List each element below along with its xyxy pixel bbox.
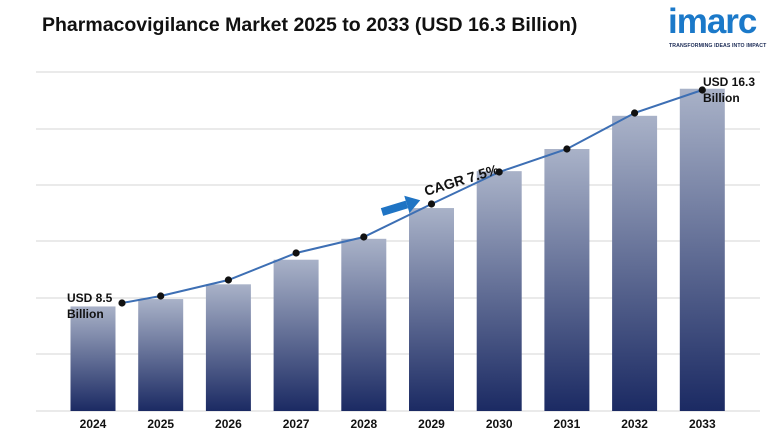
start-value-line1: USD 8.5 [67, 291, 113, 305]
trend-marker-2032 [631, 109, 639, 117]
cagr-arrow [380, 195, 421, 216]
bar-2030 [476, 171, 522, 411]
bar-2028 [341, 238, 387, 411]
x-tick-2029: 2029 [418, 417, 445, 431]
bar-2029 [409, 208, 454, 411]
logo-tagline: TRANSFORMING IDEAS INTO IMPACT [669, 43, 767, 49]
x-tick-2026: 2026 [215, 417, 242, 431]
start-value-annotation: USD 8.5 Billion [67, 290, 112, 322]
bar-2026 [205, 284, 251, 411]
end-value-annotation: USD 16.3 Billion [703, 74, 755, 106]
imarc-logo: imarc TRANSFORMING IDEAS INTO IMPACT [668, 2, 772, 52]
trend-marker-2026 [224, 276, 232, 284]
x-tick-2031: 2031 [554, 417, 581, 431]
bar-2033 [679, 88, 725, 412]
bar-2024 [70, 306, 116, 411]
cagr-arrow-head [404, 195, 421, 214]
x-tick-2032: 2032 [621, 417, 648, 431]
trend-marker-2027 [292, 249, 300, 257]
cagr-arrow-shaft [380, 200, 409, 216]
bar-2032 [612, 115, 658, 412]
trend-marker-2030 [495, 168, 503, 176]
trend-marker-2029 [427, 200, 436, 208]
x-tick-2027: 2027 [283, 417, 310, 431]
trend-line-path [121, 89, 703, 304]
bars [70, 88, 725, 412]
trend-marker-2031 [563, 145, 571, 153]
bar-2027 [273, 259, 319, 411]
end-value-line2: Billion [703, 91, 740, 105]
trend-line [118, 86, 706, 307]
end-value-line1: USD 16.3 [703, 75, 756, 89]
x-tick-2024: 2024 [80, 417, 107, 431]
trend-marker-2033 [698, 86, 706, 94]
trend-marker-2028 [360, 233, 368, 241]
bar-2031 [544, 149, 590, 411]
chart-title: Pharmacovigilance Market 2025 to 2033 (U… [42, 14, 578, 36]
logo-wordmark: imarc [668, 2, 757, 41]
x-tick-2033: 2033 [689, 417, 716, 431]
x-tick-2030: 2030 [486, 417, 513, 431]
x-tick-labels: 2024 2025 2026 2027 2028 2029 2030 2031 2032 2033 [80, 417, 716, 431]
trend-marker-2025 [157, 292, 165, 300]
bar-2025 [138, 299, 184, 411]
trend-marker-2024 [118, 299, 126, 307]
x-tick-2028: 2028 [350, 417, 377, 431]
x-tick-2025: 2025 [147, 417, 174, 431]
start-value-line2: Billion [67, 307, 104, 321]
